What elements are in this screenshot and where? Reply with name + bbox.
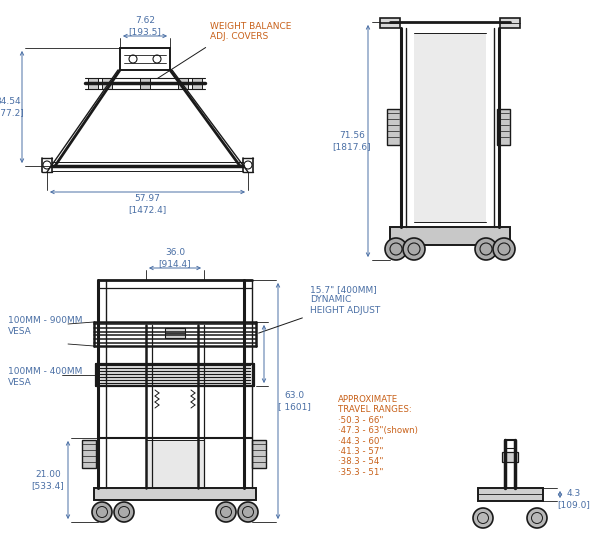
- Bar: [94, 488, 256, 500]
- Circle shape: [216, 502, 236, 522]
- Circle shape: [527, 508, 547, 528]
- Text: 71.56
[1817.6]: 71.56 [1817.6]: [333, 132, 371, 151]
- Circle shape: [385, 238, 407, 260]
- Bar: [102, 78, 112, 89]
- Text: 4.3
[109.0]: 4.3 [109.0]: [558, 489, 590, 509]
- Bar: [178, 78, 188, 89]
- Circle shape: [114, 502, 134, 522]
- Text: 63.0
[ 1601]: 63.0 [ 1601]: [278, 391, 310, 411]
- Bar: [165, 328, 185, 338]
- Bar: [380, 18, 400, 28]
- Circle shape: [475, 238, 497, 260]
- Circle shape: [238, 502, 258, 522]
- Bar: [252, 440, 266, 468]
- Text: 36.0
[914.4]: 36.0 [914.4]: [159, 248, 191, 268]
- Bar: [500, 18, 520, 28]
- Circle shape: [403, 238, 425, 260]
- Text: 15.7" [400MM]
DYNAMIC
HEIGHT ADJUST: 15.7" [400MM] DYNAMIC HEIGHT ADJUST: [310, 285, 380, 315]
- Text: 21.00
[533.4]: 21.00 [533.4]: [32, 471, 64, 490]
- Bar: [414, 33, 486, 222]
- Bar: [146, 440, 204, 488]
- Bar: [192, 78, 202, 89]
- Text: 57.97
[1472.4]: 57.97 [1472.4]: [128, 194, 166, 213]
- Bar: [390, 227, 510, 245]
- Text: 34.54
[877.2]: 34.54 [877.2]: [0, 98, 24, 117]
- Text: 100MM - 400MM
VESA: 100MM - 400MM VESA: [8, 367, 82, 386]
- Circle shape: [493, 238, 515, 260]
- Text: 100MM - 900MM
VESA: 100MM - 900MM VESA: [8, 316, 82, 336]
- Bar: [478, 488, 543, 501]
- Text: WEIGHT BALANCE
ADJ. COVERS: WEIGHT BALANCE ADJ. COVERS: [210, 22, 291, 42]
- Bar: [502, 452, 518, 462]
- Bar: [497, 109, 510, 145]
- Text: APPROXIMATE
TRAVEL RANGES:
·50.3 - 66"
·47.3 - 63"(shown)
·44.3 - 60"
·41.3 - 57: APPROXIMATE TRAVEL RANGES: ·50.3 - 66" ·…: [338, 395, 418, 477]
- Bar: [387, 109, 400, 145]
- Circle shape: [92, 502, 112, 522]
- Bar: [88, 78, 98, 89]
- Bar: [140, 78, 150, 89]
- Circle shape: [473, 508, 493, 528]
- Bar: [82, 440, 96, 468]
- Text: 7.62
[193.5]: 7.62 [193.5]: [128, 16, 161, 36]
